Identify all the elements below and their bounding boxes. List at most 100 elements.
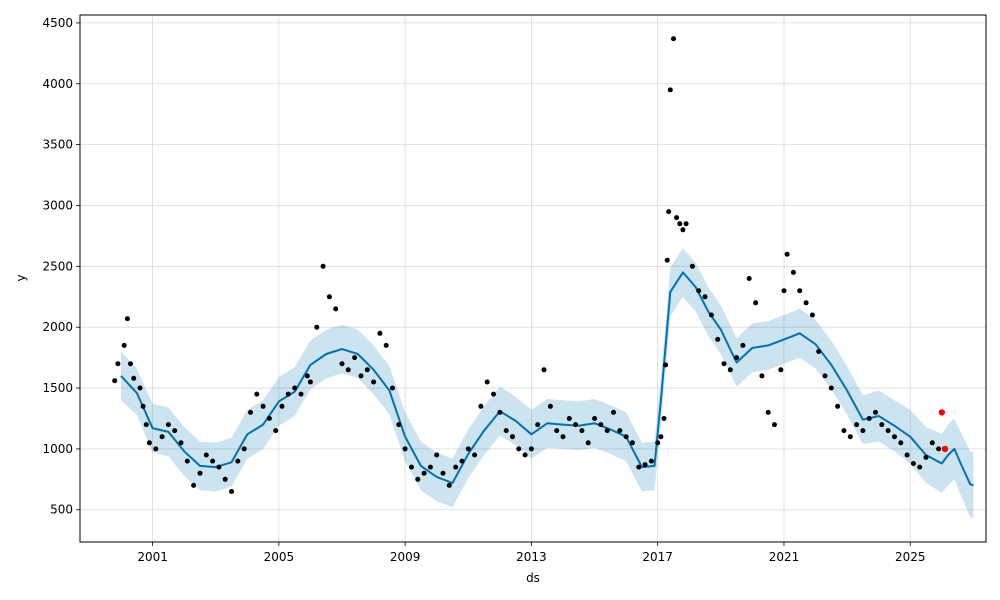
observed-point bbox=[320, 263, 326, 269]
observed-point bbox=[677, 221, 683, 227]
plot-frame bbox=[79, 14, 987, 543]
observed-point bbox=[516, 446, 522, 452]
x-tick-label: 2013 bbox=[516, 550, 547, 564]
observed-point bbox=[904, 452, 910, 458]
observed-point bbox=[708, 312, 714, 318]
observed-point bbox=[885, 428, 891, 434]
observed-point bbox=[841, 428, 847, 434]
observed-point bbox=[248, 409, 253, 415]
observed-point bbox=[816, 349, 822, 354]
observed-point bbox=[390, 385, 395, 391]
observed-point bbox=[298, 391, 304, 397]
observed-point bbox=[866, 416, 872, 421]
observed-point bbox=[292, 385, 298, 391]
observed-point bbox=[790, 269, 796, 275]
observed-point bbox=[484, 379, 490, 385]
observed-point bbox=[674, 215, 680, 221]
highlight-point bbox=[941, 445, 949, 453]
observed-point bbox=[159, 434, 165, 440]
observed-point bbox=[146, 440, 152, 446]
observed-point bbox=[636, 464, 642, 470]
observed-point bbox=[740, 342, 746, 348]
y-tick-label: 2500 bbox=[42, 259, 73, 273]
observed-point bbox=[936, 446, 942, 452]
observed-point bbox=[573, 422, 579, 428]
observed-point bbox=[689, 263, 695, 269]
highlight-points bbox=[938, 409, 949, 453]
observed-point bbox=[143, 422, 149, 428]
observed-point bbox=[421, 470, 427, 476]
observed-point bbox=[377, 330, 383, 336]
observed-point bbox=[285, 391, 291, 397]
observed-point bbox=[554, 428, 560, 434]
observed-point bbox=[409, 464, 414, 470]
grid-lines bbox=[80, 15, 986, 542]
observed-point bbox=[191, 482, 197, 488]
observed-point bbox=[491, 391, 496, 397]
observed-point bbox=[440, 470, 446, 476]
observed-point bbox=[592, 416, 598, 421]
y-tick-label: 4500 bbox=[42, 16, 73, 30]
observed-point bbox=[759, 373, 765, 379]
observed-point bbox=[648, 458, 654, 464]
observed-point bbox=[465, 446, 471, 452]
observed-point bbox=[781, 288, 787, 294]
observed-point bbox=[279, 403, 285, 409]
observed-point bbox=[115, 361, 121, 367]
y-axis-label: y bbox=[14, 274, 28, 281]
observed-point bbox=[222, 476, 228, 482]
observed-point bbox=[210, 458, 216, 464]
observed-point bbox=[873, 409, 878, 415]
observed-point bbox=[585, 440, 591, 446]
x-axis-label: ds bbox=[526, 571, 540, 585]
y-tick-label: 1000 bbox=[42, 442, 73, 456]
observed-point bbox=[497, 409, 503, 415]
observed-point bbox=[478, 403, 484, 409]
observed-point bbox=[371, 379, 377, 385]
x-tick-label: 2025 bbox=[895, 550, 926, 564]
observed-point bbox=[721, 361, 727, 367]
observed-point bbox=[541, 367, 547, 373]
observed-point bbox=[352, 355, 358, 361]
observed-point bbox=[727, 367, 733, 373]
observed-point bbox=[772, 422, 777, 428]
observed-point bbox=[415, 476, 421, 482]
observed-point bbox=[216, 464, 222, 470]
observed-point bbox=[642, 462, 648, 468]
observed-point bbox=[304, 373, 310, 379]
y-tick-label: 3000 bbox=[42, 198, 73, 212]
observed-point bbox=[623, 434, 629, 440]
observed-point bbox=[333, 306, 339, 312]
observed-point bbox=[753, 300, 759, 306]
observed-point bbox=[137, 385, 143, 391]
observed-point bbox=[835, 403, 841, 409]
observed-point bbox=[229, 489, 234, 494]
observed-point bbox=[396, 422, 402, 428]
observed-point bbox=[910, 461, 916, 466]
y-tick-label: 4000 bbox=[42, 77, 73, 91]
observed-point bbox=[273, 428, 279, 434]
observed-point bbox=[434, 452, 440, 458]
observed-point bbox=[715, 336, 721, 342]
observed-point bbox=[746, 276, 752, 281]
observed-point bbox=[892, 434, 897, 440]
observed-point bbox=[929, 440, 935, 446]
observed-point bbox=[822, 373, 828, 379]
x-tick-label: 2009 bbox=[390, 550, 421, 564]
observed-point bbox=[828, 385, 834, 391]
observed-point bbox=[453, 464, 459, 470]
observed-point bbox=[696, 288, 702, 294]
observed-point bbox=[803, 300, 809, 306]
uncertainty-band bbox=[121, 248, 974, 519]
y-tick-label: 500 bbox=[50, 503, 73, 517]
observed-point bbox=[266, 416, 272, 421]
observed-point bbox=[604, 428, 610, 434]
observed-point bbox=[178, 440, 184, 446]
observed-point bbox=[140, 403, 146, 409]
y-axis-ticks: 500 1000 1500 2000 2500 3000 3500 4000 4500 bbox=[42, 16, 80, 517]
observed-point bbox=[734, 355, 740, 361]
observed-point bbox=[402, 446, 408, 452]
observed-point bbox=[663, 362, 669, 368]
